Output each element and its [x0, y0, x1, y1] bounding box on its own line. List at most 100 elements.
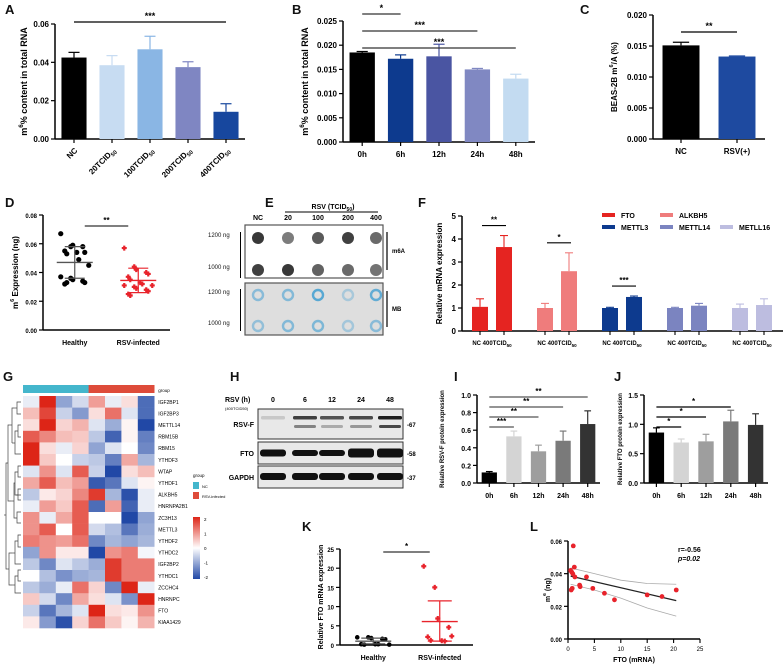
legend-label: FTO: [621, 213, 635, 220]
heatmap-cell: [105, 593, 122, 606]
dendrogram-branch: [17, 424, 21, 438]
band-rsv-f: [293, 416, 317, 420]
heatmap-cell: [121, 442, 139, 455]
heatmap-cell: [88, 488, 106, 501]
y-tick-label: 10: [327, 606, 334, 612]
heatmap-cell: [39, 488, 57, 501]
heatmap-cell: [88, 454, 106, 466]
heatmap-cell: [55, 419, 73, 432]
chart-d-m6a-expression: 0.00 0.02 0.04 0.06 0.08 Healthy RSV-infected *…: [10, 214, 170, 347]
heatmap-cell: [105, 535, 122, 548]
mb-dot: [311, 319, 325, 333]
y-tick-label: 0.04: [33, 58, 49, 67]
bar: [561, 271, 577, 331]
significance-label: ***: [415, 20, 426, 30]
x-group-label: NC 400TCID50: [472, 341, 512, 348]
y-tick-label: 0.4: [461, 446, 471, 453]
band-fto: [377, 448, 403, 458]
blot-column-label: 24: [357, 397, 365, 404]
group-annotation-cell: [55, 385, 73, 393]
x-axis-label: FTO (mRNA): [613, 657, 655, 664]
blot-column-label: 12: [328, 397, 336, 404]
heatmap-row-label: YTHDC1: [158, 574, 178, 580]
heatmap-cell: [23, 546, 40, 559]
heatmap-cell: [23, 523, 40, 536]
heatmap-cell: [121, 488, 139, 501]
heatmap-cell: [72, 396, 89, 408]
x-tick-label: 10: [617, 647, 624, 653]
significance-label: *: [380, 3, 384, 13]
x-tick-label: 48h: [509, 150, 523, 159]
mb-dot: [369, 319, 383, 333]
heatmap-cell: [39, 477, 57, 490]
significance-label: *: [680, 407, 684, 416]
x-tick-label: RSV(+): [724, 147, 751, 156]
dendrogram-branch: [17, 569, 21, 582]
heatmap-row-label: YTHDF2: [158, 539, 178, 545]
y-tick-label: 0.0: [461, 481, 471, 488]
heatmap-cell: [23, 500, 40, 513]
band-gapdh: [377, 473, 403, 480]
panel-label-g: G: [3, 369, 14, 384]
heatmap-cell: [55, 407, 73, 420]
heatmap-cell: [23, 419, 40, 432]
heatmap-cell: [23, 512, 40, 524]
heatmap-row-label: IGF2BP2: [158, 562, 179, 568]
heatmap-cell: [39, 430, 57, 443]
x-tick-label: 100TCID50: [122, 146, 157, 181]
y-axis-label: Relative FTO protein expression: [618, 393, 624, 485]
group-annotation-cell: [39, 385, 57, 393]
mb-dot: [281, 319, 295, 333]
heatmap-cell: [23, 604, 40, 617]
blot-column-label: 6: [303, 397, 307, 404]
blot-row-bracket: [240, 232, 241, 278]
heatmap-cell: [39, 558, 57, 571]
heatmap-cell: [39, 570, 57, 582]
significance-label: ***: [497, 417, 507, 426]
legend-swatch: [193, 492, 199, 499]
heatmap-cell: [39, 546, 57, 559]
heatmap-cell: [121, 558, 139, 571]
significance-label: **: [535, 387, 542, 396]
heatmap-cell: [137, 523, 155, 536]
panel-label-e: E: [265, 195, 274, 210]
significance-label: *: [405, 542, 409, 551]
heatmap-cell: [105, 558, 122, 571]
y-tick-label: 0.020: [317, 41, 338, 50]
band-rsv-f: [350, 425, 372, 428]
heatmap-cell: [72, 570, 89, 582]
heatmap-cell: [88, 430, 106, 443]
mb-dot: [341, 288, 355, 302]
x-group-label: NC 400TCID50: [667, 341, 707, 348]
chart-b-m6a-timecourse: 0.000 0.005 0.010 0.015 0.020 0.025 0h 6h 12h 24h…: [299, 3, 535, 159]
heatmap-cell: [88, 465, 106, 478]
m6a-dot: [312, 264, 324, 276]
heatmap-cell: [88, 581, 106, 594]
heatmap-cell: [55, 488, 73, 501]
bar: [723, 421, 739, 483]
x-group-label: NC 400TCID50: [732, 341, 772, 348]
heatmap-cell: [137, 430, 155, 443]
blot-kda-label: -58: [407, 452, 416, 458]
data-point: [58, 231, 64, 237]
data-point: [568, 587, 574, 593]
heatmap-cell: [137, 407, 155, 420]
panel-label-f: F: [418, 195, 426, 210]
band-gapdh: [348, 473, 374, 480]
heatmap-cell: [23, 442, 40, 455]
y-tick-label: 1.5: [628, 393, 638, 400]
bar: [99, 65, 125, 139]
y-tick-label: 25: [327, 548, 334, 554]
panel-label-l: L: [530, 519, 538, 534]
data-point: [354, 635, 360, 640]
y-tick-label: 0.8: [461, 411, 471, 418]
heatmap-cell: [137, 396, 155, 408]
data-point: [386, 642, 392, 647]
dendrogram-branch: [8, 552, 12, 586]
data-point: [127, 293, 133, 298]
bar: [61, 57, 87, 139]
chart-h-western-blot: RSV (h) (400TCID50) 0 6 12 24 48 RSV-F -67 FTO -58…: [225, 397, 416, 489]
heatmap-cell: [121, 396, 139, 408]
heatmap-cell: [72, 581, 89, 594]
x-tick-label: 0: [566, 647, 570, 653]
